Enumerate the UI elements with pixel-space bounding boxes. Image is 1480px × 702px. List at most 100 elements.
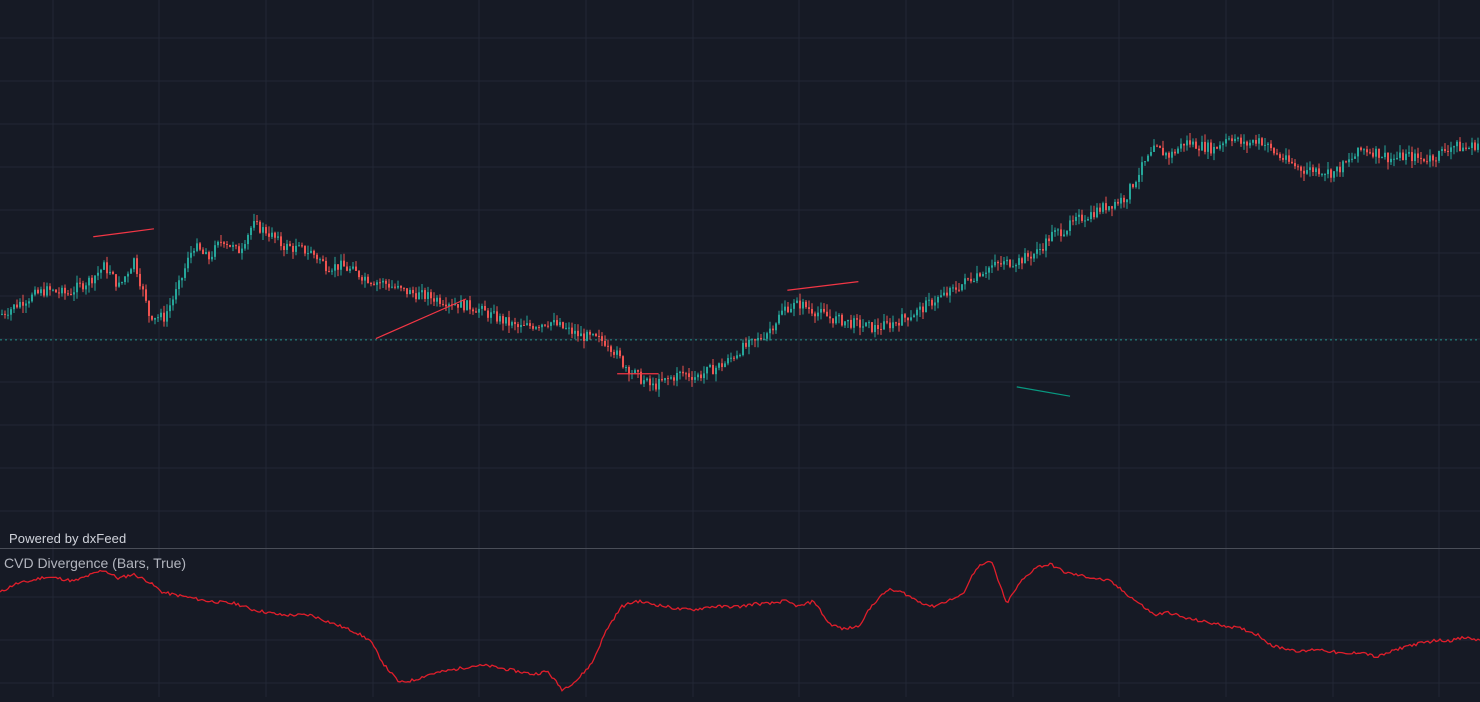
- candle[interactable]: [532, 325, 534, 329]
- candle[interactable]: [1132, 184, 1134, 188]
- candle[interactable]: [169, 305, 171, 312]
- candle[interactable]: [1069, 220, 1071, 231]
- candle[interactable]: [487, 310, 489, 318]
- candle[interactable]: [1240, 137, 1242, 144]
- candle[interactable]: [679, 371, 681, 373]
- candle[interactable]: [1438, 150, 1440, 161]
- candle[interactable]: [1441, 149, 1443, 151]
- candle[interactable]: [592, 333, 594, 335]
- candle[interactable]: [676, 372, 678, 381]
- candle[interactable]: [940, 295, 942, 298]
- candle[interactable]: [556, 320, 558, 326]
- candle[interactable]: [253, 221, 255, 228]
- candle[interactable]: [247, 234, 249, 245]
- candle[interactable]: [859, 319, 861, 328]
- candle[interactable]: [1270, 143, 1272, 149]
- candle[interactable]: [1372, 152, 1374, 157]
- candle[interactable]: [469, 300, 471, 310]
- candle[interactable]: [1084, 220, 1086, 222]
- candle[interactable]: [1306, 170, 1308, 174]
- candle[interactable]: [88, 277, 90, 286]
- candle[interactable]: [139, 273, 141, 287]
- candle[interactable]: [598, 335, 600, 337]
- candle[interactable]: [1375, 148, 1377, 157]
- candle[interactable]: [634, 370, 636, 374]
- candle[interactable]: [1453, 146, 1455, 148]
- candle[interactable]: [823, 308, 825, 312]
- candle[interactable]: [1405, 153, 1407, 161]
- candle[interactable]: [1297, 166, 1299, 168]
- candle[interactable]: [232, 245, 234, 247]
- candle[interactable]: [1108, 206, 1110, 211]
- candle[interactable]: [661, 378, 663, 381]
- candle[interactable]: [1207, 142, 1209, 152]
- candle[interactable]: [25, 303, 27, 306]
- candle[interactable]: [1165, 152, 1167, 156]
- candle[interactable]: [340, 260, 342, 270]
- candle[interactable]: [331, 270, 333, 272]
- candle[interactable]: [1420, 157, 1422, 159]
- candle[interactable]: [1168, 152, 1170, 158]
- candle[interactable]: [685, 373, 687, 375]
- candle[interactable]: [391, 286, 393, 288]
- candle[interactable]: [937, 297, 939, 303]
- candle[interactable]: [151, 315, 153, 320]
- candles-series[interactable]: [1, 133, 1479, 397]
- candle[interactable]: [166, 311, 168, 322]
- candle[interactable]: [1381, 157, 1383, 159]
- candle[interactable]: [178, 280, 180, 290]
- candle[interactable]: [517, 324, 519, 328]
- candle[interactable]: [364, 276, 366, 281]
- candle[interactable]: [778, 314, 780, 324]
- candle[interactable]: [580, 333, 582, 337]
- candle[interactable]: [988, 267, 990, 273]
- candle[interactable]: [1213, 146, 1215, 154]
- candle[interactable]: [925, 300, 927, 313]
- candle[interactable]: [274, 232, 276, 238]
- candle[interactable]: [868, 322, 870, 324]
- candle[interactable]: [55, 289, 57, 293]
- candle[interactable]: [1027, 253, 1029, 257]
- candle[interactable]: [115, 274, 117, 287]
- candle[interactable]: [325, 260, 327, 272]
- candle[interactable]: [1324, 174, 1326, 176]
- candle[interactable]: [229, 244, 231, 247]
- candle[interactable]: [91, 277, 93, 284]
- candle[interactable]: [538, 327, 540, 329]
- candle[interactable]: [985, 272, 987, 274]
- candle[interactable]: [496, 311, 498, 322]
- candle[interactable]: [1393, 158, 1395, 160]
- candle[interactable]: [829, 316, 831, 319]
- candle[interactable]: [1330, 169, 1332, 178]
- candle[interactable]: [154, 317, 156, 320]
- candle[interactable]: [1465, 147, 1467, 149]
- candle[interactable]: [508, 317, 510, 326]
- candle[interactable]: [73, 292, 75, 295]
- candle[interactable]: [265, 227, 267, 234]
- cvd-line[interactable]: [0, 560, 1480, 692]
- candle[interactable]: [109, 271, 111, 274]
- candle[interactable]: [892, 322, 894, 329]
- candle[interactable]: [1066, 230, 1068, 235]
- candle[interactable]: [472, 309, 474, 312]
- candle[interactable]: [1, 313, 3, 315]
- candle[interactable]: [610, 346, 612, 352]
- candle[interactable]: [703, 373, 705, 379]
- candle[interactable]: [403, 287, 405, 289]
- candle[interactable]: [550, 322, 552, 326]
- candle[interactable]: [1354, 156, 1356, 159]
- candle[interactable]: [1129, 184, 1131, 200]
- candle[interactable]: [730, 357, 732, 359]
- candle[interactable]: [205, 252, 207, 255]
- candle[interactable]: [316, 254, 318, 260]
- candle[interactable]: [784, 306, 786, 311]
- candle[interactable]: [1246, 141, 1248, 146]
- candle[interactable]: [616, 350, 618, 355]
- candle[interactable]: [1264, 144, 1266, 146]
- candle[interactable]: [1225, 139, 1227, 144]
- candle[interactable]: [1309, 167, 1311, 171]
- candle[interactable]: [499, 316, 501, 322]
- candle[interactable]: [1009, 259, 1011, 267]
- candle[interactable]: [1162, 147, 1164, 156]
